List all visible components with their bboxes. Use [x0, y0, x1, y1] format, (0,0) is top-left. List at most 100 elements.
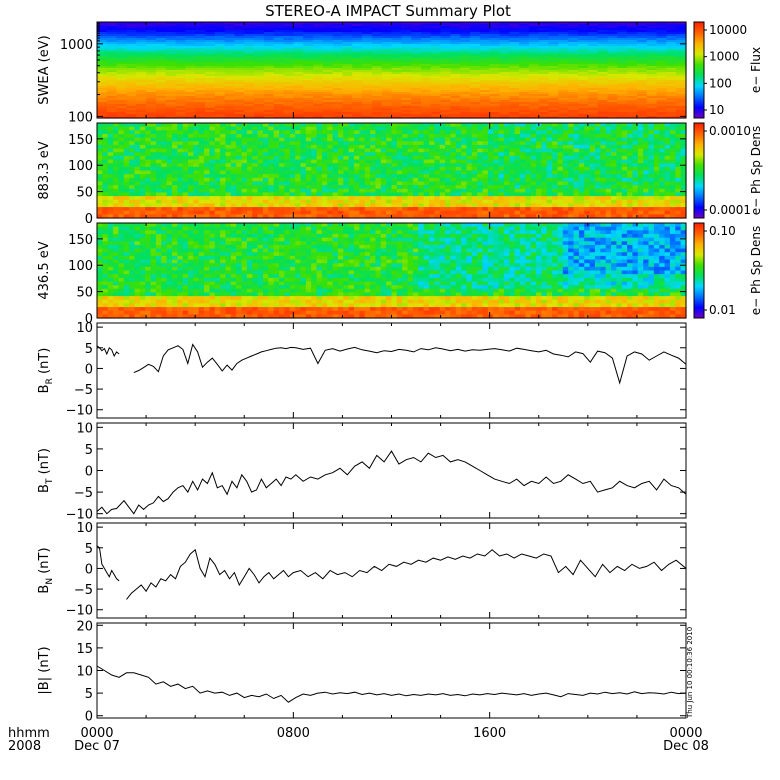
heatmap-cell	[401, 104, 412, 107]
heatmap-cell	[396, 203, 403, 208]
heatmap-cell	[498, 163, 505, 168]
heatmap-cell	[303, 68, 314, 71]
heatmap-cell	[263, 60, 275, 63]
heatmap-cell	[175, 116, 186, 119]
heatmap-cell	[477, 203, 484, 208]
heatmap-cell	[252, 196, 259, 201]
heatmap-cell	[252, 152, 259, 157]
heatmap-cell	[450, 196, 457, 201]
heatmap-cell	[514, 192, 521, 197]
heatmap-cell	[479, 96, 491, 99]
heatmap-cell	[283, 50, 294, 53]
heatmap-cell	[470, 106, 481, 109]
heatmap-cell	[273, 166, 280, 172]
heatmap-cell	[470, 54, 481, 57]
heatmap-cell	[440, 106, 451, 109]
heatmap-cell	[116, 106, 128, 109]
heatmap-cell	[113, 207, 120, 212]
heatmap-cell	[479, 46, 491, 49]
heatmap-cell	[525, 123, 532, 128]
heatmap-cell	[113, 185, 120, 190]
heatmap-cell	[525, 192, 532, 197]
heatmap-cell	[295, 144, 302, 150]
heatmap-cell	[538, 70, 550, 73]
heatmap-cell	[220, 144, 227, 150]
heatmap-cell	[279, 203, 286, 208]
heatmap-cell	[348, 192, 355, 197]
heatmap-cell	[166, 214, 173, 219]
heatmap-cell	[460, 84, 471, 87]
heatmap-cell	[440, 54, 451, 57]
heatmap-cell	[482, 207, 489, 212]
heatmap-cell	[348, 133, 355, 139]
heatmap-cell	[195, 88, 206, 91]
heatmap-cell	[273, 133, 280, 139]
heatmap-cell	[224, 114, 236, 117]
heatmap-cell	[587, 42, 599, 45]
heatmap-cell	[220, 141, 227, 146]
heatmap-cell	[477, 137, 484, 142]
heatmap-cell	[578, 22, 589, 25]
heatmap-cell	[102, 155, 109, 161]
heatmap-cell	[166, 181, 173, 186]
heatmap-cell	[102, 126, 109, 131]
heatmap-cell	[234, 86, 245, 89]
heatmap-cell	[332, 78, 344, 81]
heatmap-cell	[420, 56, 432, 59]
heatmap-cell	[139, 163, 146, 168]
heatmap-cell	[538, 44, 550, 47]
heatmap-cell	[509, 72, 520, 75]
heatmap-cell	[607, 78, 618, 81]
heatmap-cell	[450, 60, 461, 63]
heatmap-cell	[391, 106, 402, 109]
heatmap-cell	[188, 159, 194, 164]
heatmap-cell	[303, 48, 314, 51]
heatmap-cell	[362, 94, 373, 97]
heatmap-cell	[273, 144, 280, 150]
heatmap-cell	[646, 112, 658, 115]
heatmap-cell	[519, 112, 530, 115]
heatmap-cell	[225, 141, 232, 146]
heatmap-cell	[440, 116, 451, 119]
heatmap-cell	[145, 163, 152, 168]
heatmap-cell	[209, 130, 216, 135]
heatmap-cell	[303, 64, 314, 67]
heatmap-cell	[455, 126, 462, 131]
heatmap-cell	[656, 106, 667, 109]
heatmap-cell	[279, 126, 286, 131]
heatmap-cell	[450, 80, 461, 83]
heatmap-cell	[381, 78, 393, 81]
heatmap-cell	[558, 62, 569, 65]
heatmap-cell	[407, 141, 414, 146]
heatmap-cell	[489, 28, 501, 31]
heatmap-cell	[440, 50, 451, 53]
heatmap-cell	[607, 114, 618, 117]
heatmap-cell	[342, 70, 353, 73]
heatmap-cell	[182, 166, 189, 172]
heatmap-cell	[244, 38, 255, 41]
heatmap-cell	[321, 123, 328, 128]
heatmap-cell	[460, 34, 471, 37]
heatmap-cell	[123, 214, 130, 219]
heatmap-cell	[587, 84, 599, 87]
heatmap-cell	[225, 163, 232, 168]
heatmap-cell	[268, 203, 275, 208]
heatmap-cell	[514, 155, 521, 161]
heatmap-cell	[113, 203, 120, 208]
heatmap-cell	[312, 54, 324, 57]
heatmap-cell	[381, 86, 393, 89]
heatmap-cell	[305, 163, 312, 168]
heatmap-cell	[666, 72, 677, 75]
heatmap-cell	[666, 60, 677, 63]
swea-colorbar-tick: 10	[709, 103, 724, 117]
heatmap-cell	[116, 104, 128, 107]
heatmap-cell	[418, 203, 425, 208]
heatmap-cell	[420, 60, 432, 63]
heatmap-cell	[244, 84, 255, 87]
heatmap-cell	[676, 46, 687, 49]
heatmap-cell	[411, 46, 422, 49]
heatmap-cell	[295, 126, 302, 131]
heatmap-cell	[195, 26, 206, 29]
heatmap-cell	[627, 68, 638, 71]
heatmap-cell	[244, 34, 255, 37]
